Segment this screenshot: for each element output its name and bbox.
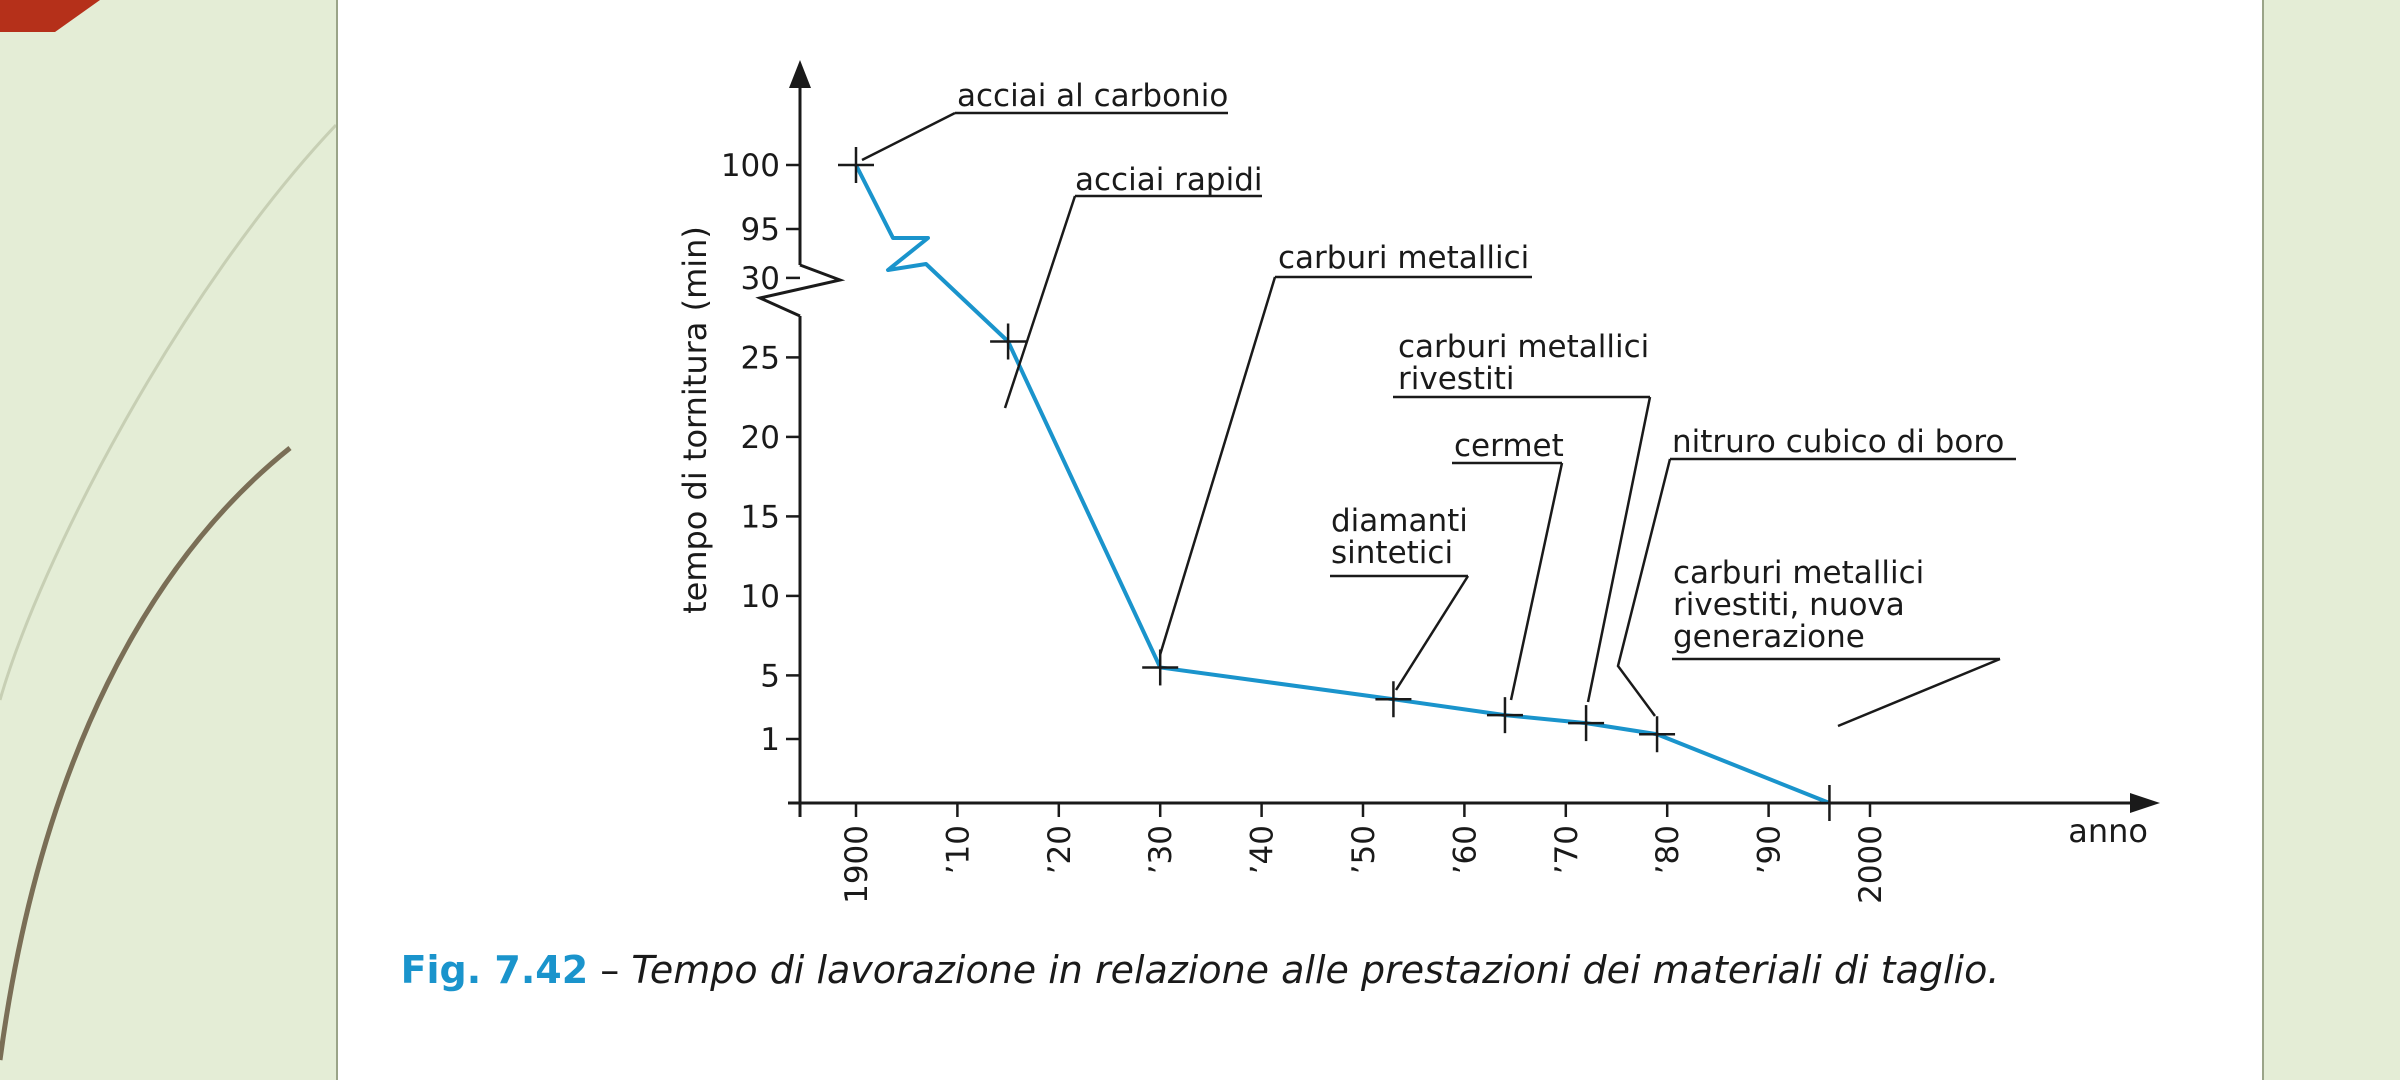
- data-label-line: carburi metallici: [1398, 329, 1649, 365]
- x-axis-arrow: [2130, 793, 2160, 813]
- data-label-line: cermet: [1454, 428, 1564, 464]
- label-leader: [1837, 657, 2001, 728]
- x-tick-label: ’90: [1752, 825, 1788, 874]
- data-label: acciai al carbonio: [957, 78, 1228, 114]
- data-label-line: acciai al carbonio: [957, 78, 1228, 114]
- caption-text: Tempo di lavorazione in relazione alle p…: [631, 948, 2000, 992]
- data-label-line: nitruro cubico di boro: [1672, 424, 2004, 460]
- data-label: carburi metallici: [1278, 240, 1529, 276]
- label-leader: [1586, 396, 1652, 703]
- data-label: carburi metallici rivestiti, nuova generaz…: [1673, 555, 1924, 655]
- data-label-line: rivestiti, nuova: [1673, 587, 1905, 623]
- x-axis-label: anno: [2068, 812, 2148, 850]
- data-label: cermet: [1454, 428, 1564, 464]
- x-tick-label: ’70: [1549, 825, 1585, 874]
- y-tick-label: 1: [760, 722, 780, 758]
- label-leader: [861, 111, 956, 162]
- y-tick-label: 30: [741, 261, 780, 297]
- x-tick-label: ’40: [1245, 825, 1281, 874]
- caption-dash: –: [588, 948, 632, 992]
- data-label-line: carburi metallici: [1278, 240, 1529, 276]
- y-axis-arrow: [789, 60, 811, 88]
- y-tick-label: 100: [721, 148, 780, 184]
- y-axis-label: tempo di tornitura (min): [676, 226, 714, 614]
- y-tick-label: 95: [741, 212, 780, 248]
- x-tick-label: 1900: [839, 825, 875, 904]
- x-tick-label: ’10: [940, 825, 976, 874]
- x-tick-label: ’80: [1650, 825, 1686, 874]
- data-label-line: rivestiti: [1398, 361, 1514, 397]
- x-tick-label: 2000: [1853, 825, 1889, 904]
- label-leader: [1003, 195, 1077, 409]
- label-leader: [1509, 462, 1564, 701]
- x-tick-label: ’50: [1346, 825, 1382, 874]
- slide-panel: [336, 0, 2264, 1080]
- x-tick-label: ’20: [1042, 825, 1078, 874]
- data-label: nitruro cubico di boro: [1672, 424, 2004, 460]
- label-leader: [1158, 276, 1277, 656]
- data-label-line: sintetici: [1331, 535, 1453, 571]
- y-tick-label: 10: [741, 579, 780, 615]
- decorative-curve-light: [0, 123, 338, 701]
- y-tick-label: 15: [741, 499, 780, 535]
- x-tick-label: ’60: [1447, 825, 1483, 874]
- data-label: carburi metallici rivestiti: [1398, 329, 1649, 397]
- y-axis-break: [755, 263, 846, 318]
- y-tick-label: 25: [741, 340, 780, 376]
- data-label: diamanti sintetici: [1331, 503, 1468, 571]
- figure-caption: Fig. 7.42 – Tempo di lavorazione in rela…: [0, 948, 2400, 992]
- y-tick-label: 20: [741, 420, 780, 456]
- y-tick-label: 5: [760, 658, 780, 694]
- data-label-line: generazione: [1673, 619, 1865, 655]
- data-label-line: acciai rapidi: [1075, 162, 1262, 198]
- data-label-line: carburi metallici: [1673, 555, 1924, 591]
- figure-number: Fig. 7.42: [400, 948, 589, 992]
- data-label-line: diamanti: [1331, 503, 1468, 539]
- corner-accent: [0, 0, 100, 32]
- x-tick-label: ’30: [1143, 825, 1179, 874]
- data-label: acciai rapidi: [1075, 162, 1262, 198]
- series-line: [854, 164, 1831, 805]
- label-leader: [1394, 575, 1470, 691]
- label-leader: [1616, 458, 1672, 717]
- decorative-curve-dark: [0, 446, 292, 1061]
